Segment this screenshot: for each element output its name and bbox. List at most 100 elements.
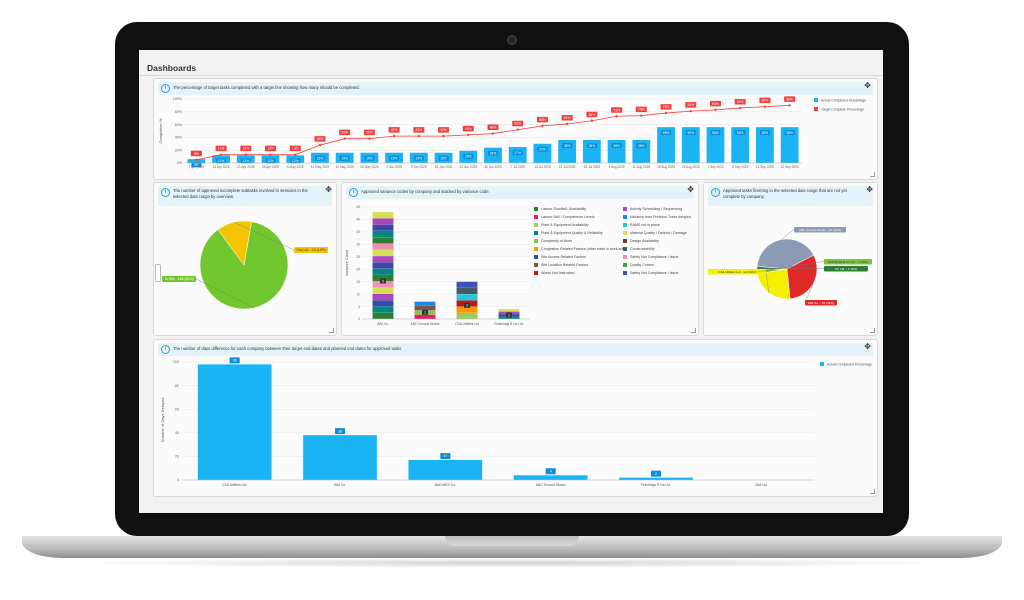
y-tick-label: 80 bbox=[175, 384, 179, 388]
y-tick-label: 20 bbox=[356, 267, 360, 271]
panel-variance-chart: i Approved variance codes by company and… bbox=[341, 182, 699, 336]
y-tick-label: 30 bbox=[356, 243, 360, 247]
legend-item[interactable]: Constructability bbox=[623, 247, 655, 252]
sidebar-toggle-handle[interactable] bbox=[155, 264, 161, 282]
bar-actual bbox=[657, 127, 675, 163]
target-label-bg bbox=[512, 120, 524, 127]
target-label-bg bbox=[635, 106, 647, 113]
data-label-actual: 38% bbox=[613, 144, 620, 148]
move-icon[interactable]: ✥ bbox=[864, 342, 871, 351]
target-point bbox=[195, 158, 198, 161]
legend-item[interactable]: Quality Control bbox=[623, 263, 654, 268]
legend-label: Labour Skill / Competence Levels bbox=[541, 215, 595, 219]
legend-item[interactable]: Congestion Related Factors (other trade … bbox=[534, 247, 627, 252]
target-point bbox=[491, 132, 495, 135]
data-label-target: 38% bbox=[341, 131, 348, 135]
pie-label-bg bbox=[824, 266, 868, 272]
data-label-bg bbox=[463, 153, 474, 159]
x-tick-label: 18 Aug 2025 bbox=[657, 165, 675, 169]
stack-segment bbox=[456, 281, 478, 288]
info-icon[interactable]: i bbox=[161, 84, 170, 93]
data-label: 38 bbox=[338, 429, 342, 433]
x-tick-label: 2 Jun 2025 bbox=[386, 165, 402, 169]
x-tick-label: 12 May 2025 bbox=[311, 165, 330, 169]
data-label-actual: 58% bbox=[762, 131, 769, 135]
stack-segment bbox=[414, 305, 436, 311]
pie-label: WM Co. - 15 (31%) bbox=[808, 301, 834, 305]
stack-segment bbox=[372, 243, 394, 250]
legend-item[interactable]: Safety Not Compliance / Issue bbox=[623, 255, 678, 260]
data-label-actual: 15% bbox=[416, 157, 423, 161]
data-label-actual: 12% bbox=[242, 159, 249, 163]
x-tick-label: ABC Ground Works bbox=[411, 322, 440, 326]
data-label-target: 13% bbox=[292, 147, 299, 151]
resize-handle[interactable] bbox=[691, 328, 696, 333]
legend-swatch bbox=[534, 207, 538, 212]
pie-label: Fix Ltd. - 1 (2%) bbox=[835, 267, 857, 271]
move-icon[interactable]: ✥ bbox=[687, 185, 694, 194]
legend-item[interactable]: Safety Not Compliance / Issue bbox=[623, 271, 678, 276]
legend-item[interactable]: Works Not Instructed bbox=[534, 271, 575, 276]
legend-item[interactable]: Activity Scheduling / Sequencing bbox=[623, 207, 682, 212]
legend-item[interactable]: Site Access Related Factors bbox=[534, 255, 586, 260]
legend-swatch bbox=[623, 231, 627, 236]
legend-item[interactable]: Variance from Previous Trade delayed bbox=[623, 215, 691, 220]
data-label-bg bbox=[438, 155, 449, 161]
legend-item[interactable]: Plant & Equipment Availability bbox=[534, 223, 588, 228]
data-label-bg bbox=[389, 155, 400, 161]
data-label-actual: 15% bbox=[440, 157, 447, 161]
move-icon[interactable]: ✥ bbox=[866, 185, 873, 194]
leader-line bbox=[233, 221, 295, 251]
info-icon[interactable]: i bbox=[711, 188, 720, 197]
target-label-bg bbox=[265, 145, 277, 152]
legend-label: Actual Completed Percentage bbox=[827, 363, 872, 367]
x-tick-label: 14 Jul 2025 bbox=[534, 165, 551, 169]
data-label-target: 90% bbox=[786, 97, 793, 101]
data-label: 4 bbox=[550, 469, 552, 473]
legend-item[interactable]: Labour Skill / Competence Levels bbox=[534, 215, 595, 220]
data-label-target: 52% bbox=[514, 122, 521, 126]
target-point bbox=[590, 119, 594, 122]
leader-line bbox=[195, 278, 255, 309]
target-label-bg bbox=[240, 145, 252, 152]
legend-item[interactable]: Material Quality / Defects / Damage bbox=[623, 231, 687, 236]
resize-handle[interactable] bbox=[870, 489, 875, 494]
days-delayed-chart: 100 80 60 40 20 0 Number of Days Delayed 98 CSA … bbox=[160, 357, 872, 487]
x-tick-label: ABC Ground Works bbox=[536, 483, 566, 487]
resize-handle[interactable] bbox=[870, 328, 875, 333]
legend-item[interactable]: Design Availability bbox=[623, 239, 659, 244]
legend-item[interactable]: Complexity of Work bbox=[534, 239, 573, 244]
pie-slice bbox=[756, 238, 814, 270]
data-label-actual: 15% bbox=[391, 157, 398, 161]
info-icon[interactable]: i bbox=[161, 188, 170, 197]
resize-handle[interactable] bbox=[329, 328, 334, 333]
info-icon[interactable]: i bbox=[349, 188, 358, 197]
y-axis-label: Variance Count bbox=[345, 249, 349, 276]
legend-item[interactable]: Plant & Equipment Quality & Reliability bbox=[534, 231, 603, 236]
info-icon[interactable]: i bbox=[161, 345, 170, 354]
pie-label-bg bbox=[294, 247, 328, 253]
legend-item[interactable]: Labour Shortfall / Availability bbox=[534, 207, 586, 212]
legend-swatch bbox=[623, 247, 627, 252]
x-tick-label: 16 Jun 2025 bbox=[435, 165, 453, 169]
data-label-actual: 15% bbox=[366, 157, 373, 161]
move-icon[interactable]: ✥ bbox=[325, 185, 332, 194]
target-label-bg bbox=[759, 97, 771, 104]
target-point bbox=[714, 108, 717, 112]
legend-swatch bbox=[814, 98, 818, 102]
legend-item[interactable]: RAMS not in place bbox=[623, 223, 660, 228]
resize-handle[interactable] bbox=[870, 172, 875, 177]
legend-label: Works Not Instructed bbox=[541, 271, 575, 275]
legend-item[interactable]: Site Location Related Factors bbox=[534, 263, 588, 268]
legend-label: Complexity of Work bbox=[541, 239, 573, 243]
legend-swatch bbox=[534, 231, 538, 236]
data-label-actual: 24% bbox=[490, 151, 497, 155]
x-tick-label: 21 Apr 2025 bbox=[237, 165, 254, 169]
data-label-actual: 15% bbox=[317, 157, 324, 161]
move-icon[interactable]: ✥ bbox=[864, 81, 871, 90]
x-tick-label: 7 Apr 2025 bbox=[189, 165, 205, 169]
panel-subtasks-pie: i The number of approved incomplete subt… bbox=[153, 182, 337, 336]
data-label-bg bbox=[191, 162, 202, 168]
data-label-actual: 38% bbox=[589, 144, 596, 148]
data-label-target: 83% bbox=[712, 102, 719, 106]
